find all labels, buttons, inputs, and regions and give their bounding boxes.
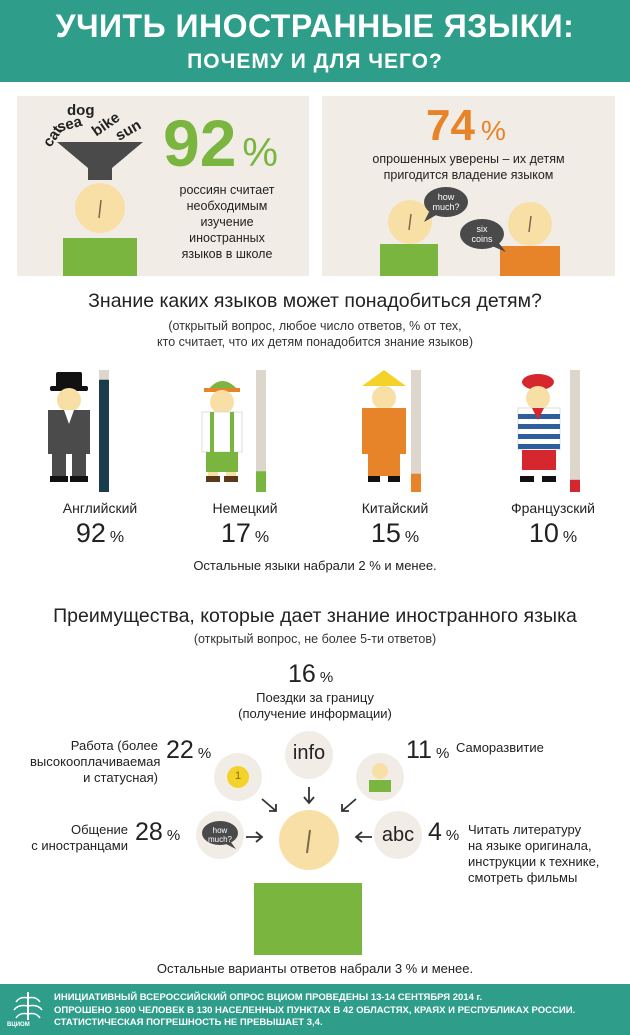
children-percent: 74% (426, 101, 506, 150)
lang-name-english: Английский (62, 500, 138, 516)
bubble-how-much: how much? (432, 192, 460, 212)
lang-name-german: Немецкий (212, 500, 278, 516)
bar-track-chinese (411, 370, 421, 492)
languages-footnote: Остальные языки набрали 2 % и менее. (193, 558, 437, 573)
bar-fill-chinese (411, 473, 421, 492)
bar-fill-english (99, 379, 109, 492)
word-dog: dog (67, 102, 95, 119)
adv-travel-text: Поездки за границу (получение информации… (238, 690, 392, 721)
bubble-six-coins: six coins (471, 224, 493, 244)
advantages-title: Преимущества, которые дает знание иностр… (53, 605, 577, 627)
panel-school-stat: dog sea bike cat sun 92% россиян считает… (17, 96, 309, 276)
lang-value-german: 17% (220, 518, 270, 548)
speech-bubble-icon (202, 821, 238, 845)
talk-bubble-text: how much? (207, 826, 232, 844)
info-icon (285, 731, 333, 779)
school-percent: 92% (163, 106, 278, 180)
panel-children-stat: 74% опрошенных уверены – их детям пригод… (322, 96, 615, 276)
bar-track-french (570, 370, 580, 492)
adv-self-text: Саморазвитие (456, 740, 544, 755)
arrow-work-icon (261, 798, 277, 812)
figure-french (517, 374, 561, 482)
lang-value-chinese: 15% (370, 518, 420, 548)
figure-german (201, 381, 243, 482)
abc-icon (374, 811, 422, 859)
children-description: опрошенных уверены – их детям пригодится… (372, 152, 565, 182)
footer-survey-info: ИНИЦИАТИВНЫЙ ВСЕРОССИЙСКИЙ ОПРОС ВЦИОМ П… (54, 992, 576, 1028)
lang-value-english: 92% (75, 518, 125, 548)
languages-subtitle: (открытый вопрос, любое число ответов, %… (157, 319, 473, 349)
language-figures (48, 370, 580, 492)
adv-work-text: Работа (более высокооплачиваемая и стату… (30, 738, 161, 785)
adv-travel-value: 16% (288, 660, 334, 688)
funnel-person-illustration (57, 142, 143, 276)
adv-self-value: 11% (406, 736, 450, 764)
person-right-body (500, 246, 560, 276)
vciom-logo-text: ВЦИОМ (7, 1022, 30, 1028)
arrow-down-icon (303, 787, 315, 805)
arrow-read-icon (354, 831, 372, 843)
abc-label: abc (381, 824, 415, 846)
coin-label: 1 (234, 770, 242, 782)
adv-read-text: Читать литературу на языке оригинала, ин… (468, 822, 600, 885)
person-body (63, 238, 137, 276)
funnel-icon (57, 142, 143, 180)
languages-title: Знание каких языков может понадобиться д… (88, 290, 542, 312)
lang-value-french: 10% (528, 518, 578, 548)
lang-name-french: Французский (511, 500, 595, 516)
speech-bubble-right (460, 219, 504, 249)
adv-talk-value: 28% (135, 818, 181, 846)
speech-bubble-left (424, 187, 468, 217)
bar-fill-french (570, 479, 580, 492)
arrow-talk-icon (246, 831, 264, 843)
two-people-dialog-illustration (380, 187, 560, 276)
vciom-logo-icon (13, 992, 43, 1020)
bar-fill-german (256, 471, 266, 492)
page-title: УЧИТЬ ИНОСТРАННЫЕ ЯЗЫКИ: (55, 8, 575, 44)
central-person-body (254, 883, 362, 955)
advantages-subtitle: (открытый вопрос, не более 5-ти ответов) (193, 632, 437, 646)
coin-icon (227, 766, 249, 788)
arrow-self-icon (341, 798, 357, 812)
footer: ВЦИОМ ИНИЦИАТИВНЫЙ ВСЕРОССИЙСКИЙ ОПРОС В… (0, 984, 630, 1035)
person-left-body (380, 244, 438, 276)
figure-chinese (362, 370, 406, 482)
advantages-footnote: Остальные варианты ответов набрали 3 % и… (156, 961, 474, 976)
figure-english (48, 372, 90, 482)
page-subtitle: ПОЧЕМУ И ДЛЯ ЧЕГО? (187, 50, 443, 73)
info-label: info (292, 742, 326, 764)
adv-work-value: 22% (166, 736, 212, 764)
advantages-illustration (196, 731, 422, 955)
adv-read-value: 4% (428, 818, 460, 846)
bar-track-german (256, 370, 266, 492)
lang-name-chinese: Китайский (361, 500, 429, 516)
header-banner: УЧИТЬ ИНОСТРАННЫЕ ЯЗЫКИ: ПОЧЕМУ И ДЛЯ ЧЕ… (0, 0, 630, 82)
school-description: россиян считает необходимым изучение ино… (179, 183, 275, 261)
adv-talk-text: Общение с иностранцами (31, 822, 128, 853)
